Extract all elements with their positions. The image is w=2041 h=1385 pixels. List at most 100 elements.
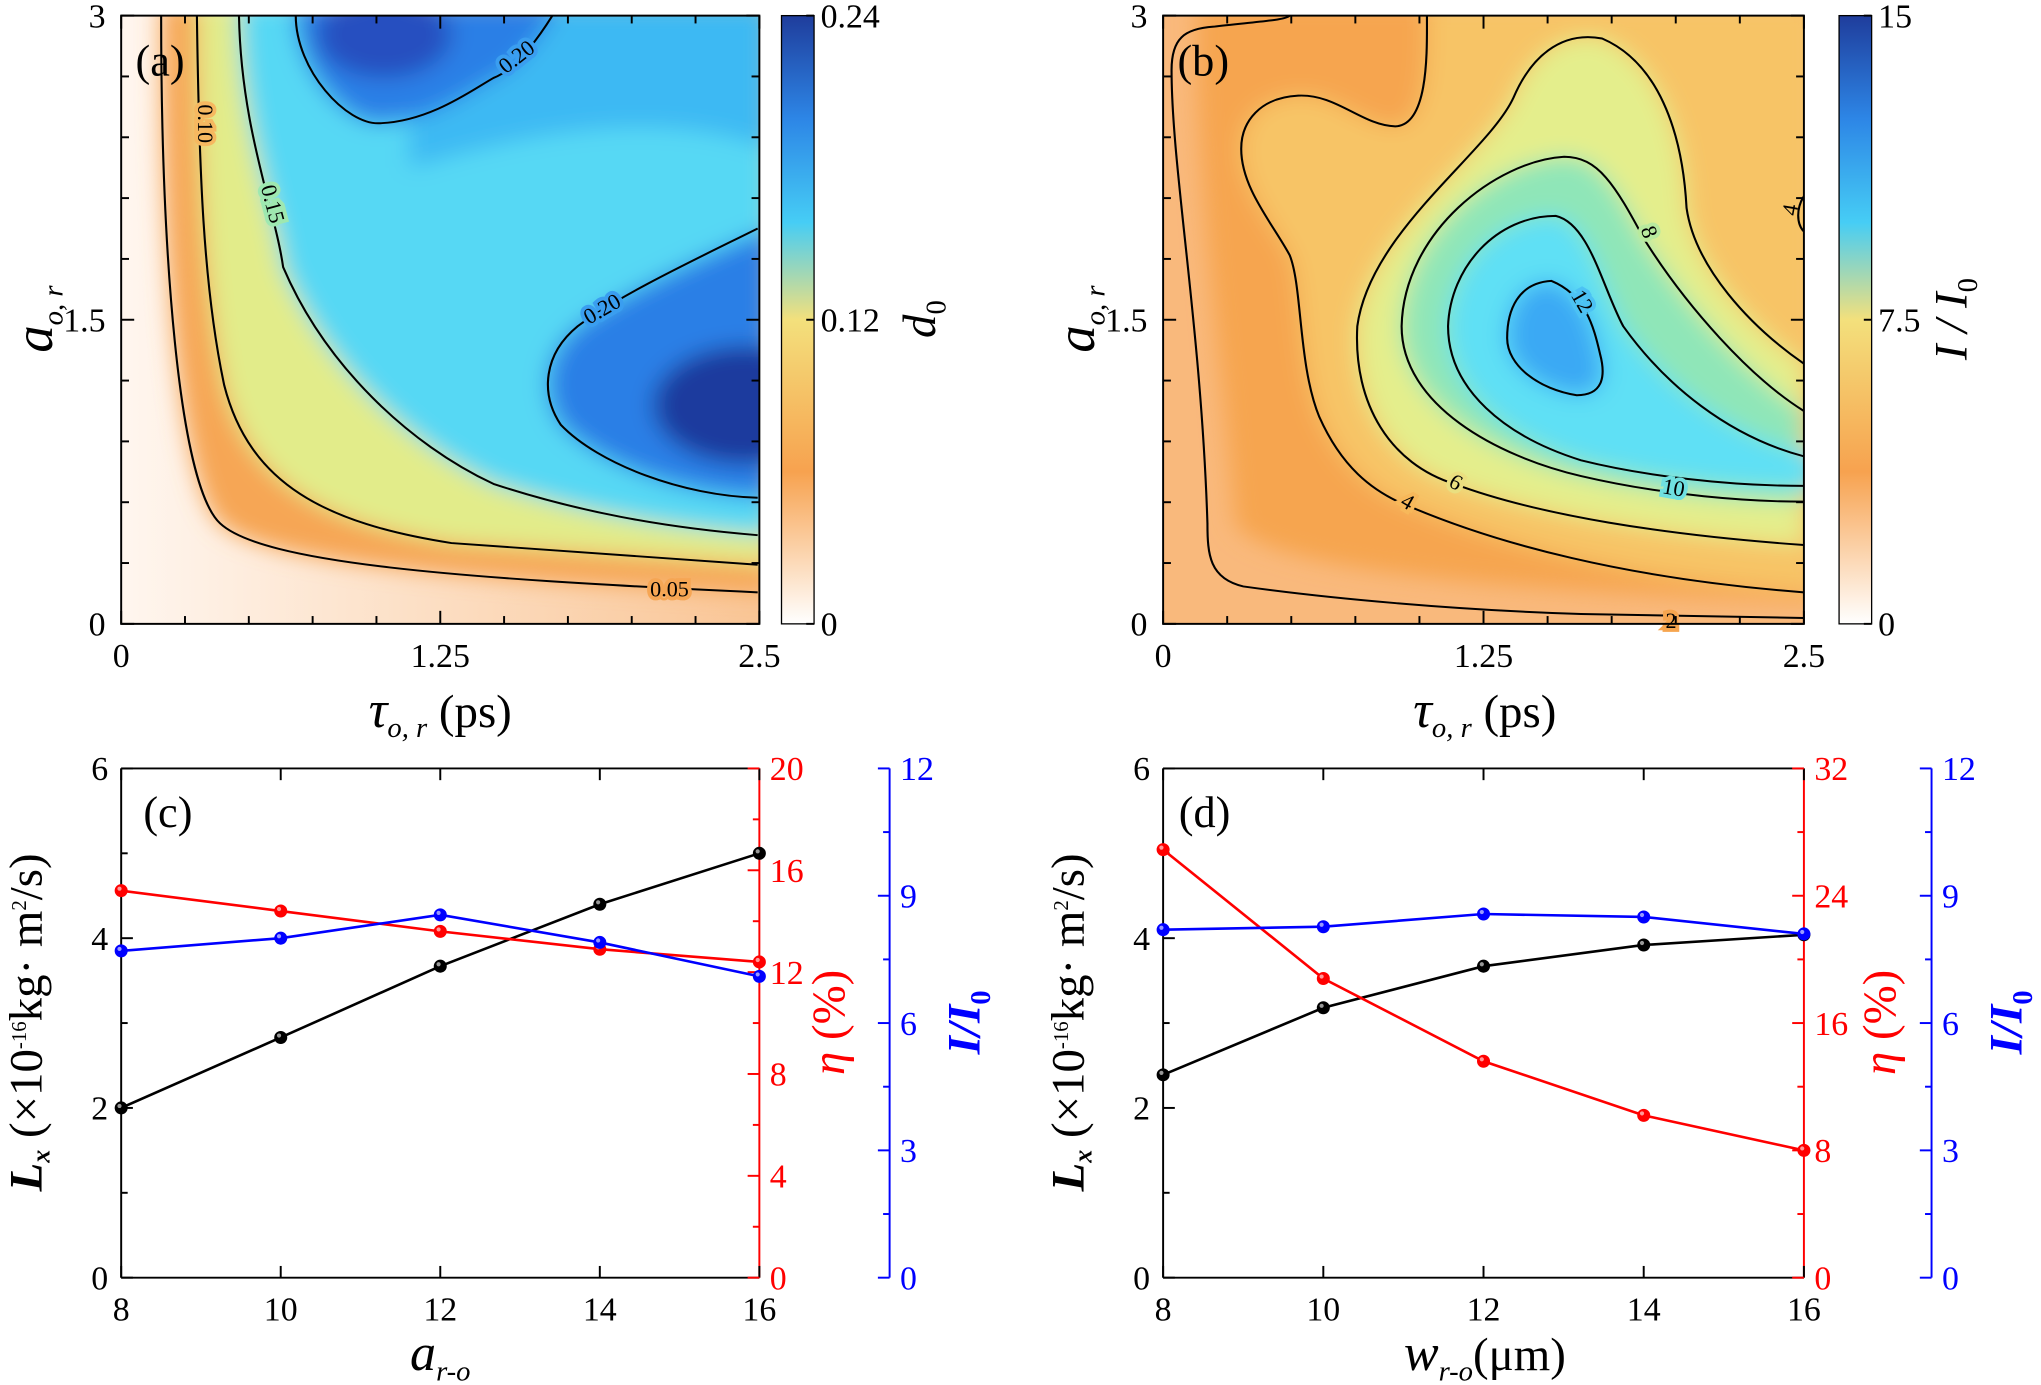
data-point-left xyxy=(114,1101,128,1115)
contour-label: 4 xyxy=(1777,202,1804,217)
data-point-right2 xyxy=(433,908,447,922)
y-right1-axis-label-d: η (%) xyxy=(1854,970,1906,1075)
contour-label: 0.05 xyxy=(650,577,689,602)
x-tick-label: 12 xyxy=(423,1292,457,1329)
data-point-left xyxy=(1637,938,1651,952)
data-point-highlight xyxy=(1319,974,1324,979)
contour-lines-b xyxy=(1170,15,1804,619)
data-point-right1 xyxy=(1477,1054,1491,1068)
panel-label-b: (b) xyxy=(1177,37,1229,86)
data-point-highlight xyxy=(1159,925,1164,930)
data-point-left xyxy=(274,1030,288,1044)
y-left-tick-label: 2 xyxy=(1133,1091,1150,1128)
data-point-highlight xyxy=(276,906,282,912)
y-tick-label: 3 xyxy=(1131,0,1148,35)
x-tick-label: 14 xyxy=(583,1292,617,1329)
data-point-highlight xyxy=(755,849,760,854)
x-tick-label: 14 xyxy=(1627,1292,1661,1329)
data-point-highlight xyxy=(1639,912,1645,918)
y-right2-tick-label: 6 xyxy=(900,1006,917,1043)
contour-label: 0.10 xyxy=(193,104,218,143)
data-point-right2 xyxy=(1156,923,1170,937)
x-tick-label: 2.5 xyxy=(1783,638,1825,675)
data-point-highlight xyxy=(755,957,760,963)
data-point-right2 xyxy=(593,935,607,949)
data-point-left xyxy=(1477,959,1491,973)
y-right1-tick-label: 8 xyxy=(1814,1133,1831,1170)
colorbar-label-b: I / I0 xyxy=(1926,278,1984,361)
y-right1-tick-label: 12 xyxy=(770,955,804,992)
x-axis-label-c: ar-o xyxy=(410,1325,470,1385)
data-point-highlight xyxy=(436,927,441,932)
y-right1-tick-label: 24 xyxy=(1814,878,1848,915)
x-tick-label: 0 xyxy=(1155,638,1172,675)
data-point-highlight xyxy=(1479,962,1484,967)
data-point-highlight xyxy=(276,1033,282,1038)
panel-label-d: (d) xyxy=(1179,788,1231,837)
y-right2-axis-label-c: I/I0 xyxy=(938,990,996,1055)
data-point-highlight xyxy=(1159,1070,1164,1075)
y-left-tick-label: 6 xyxy=(1133,751,1150,788)
data-point-right2 xyxy=(114,944,128,958)
contour-label: 2 xyxy=(1666,608,1677,633)
data-point-right1 xyxy=(1156,843,1170,857)
data-point-highlight xyxy=(1319,922,1324,927)
data-point-highlight xyxy=(1479,1057,1484,1062)
data-point-highlight xyxy=(1159,845,1164,850)
plot-frame-a xyxy=(120,14,761,625)
data-point-right2 xyxy=(1797,927,1811,941)
data-point-highlight xyxy=(755,972,760,977)
y-tick-label: 1.5 xyxy=(1105,302,1147,339)
data-point-highlight xyxy=(1639,1111,1645,1116)
y-left-tick-label: 2 xyxy=(91,1091,108,1128)
y-tick-label: 3 xyxy=(89,0,106,35)
data-point-left xyxy=(593,897,607,911)
colorbar-tick-label: 0 xyxy=(821,607,838,644)
data-point-right2 xyxy=(274,931,288,945)
y-right2-tick-label: 9 xyxy=(1942,878,1959,915)
y-right1-tick-label: 0 xyxy=(1814,1260,1831,1297)
y-tick-label: 0 xyxy=(89,607,106,644)
panel-a-heatmap: 0.05 0.10 0.15 0.20 0.20 0 1.25 2.501.53 (… xyxy=(3,0,952,744)
colorbar-tick-label: 0 xyxy=(1878,607,1895,644)
plot-frame-b xyxy=(1162,14,1805,625)
x-tick-label: 1.25 xyxy=(1454,638,1513,675)
y-axis-label-b: ao, r xyxy=(1045,285,1111,353)
data-point-right1 xyxy=(274,904,288,918)
colorbar-label-a: d0 xyxy=(894,300,952,338)
x-tick-label: 16 xyxy=(742,1292,776,1329)
data-point-highlight xyxy=(436,910,441,915)
y-right1-axis-label-c: η (%) xyxy=(803,970,855,1075)
x-axis-label-a: τo, r (ps) xyxy=(369,682,512,744)
y-right2-tick-label: 12 xyxy=(900,751,934,788)
series-line-right1 xyxy=(1162,848,1805,1152)
data-point-highlight xyxy=(1800,929,1805,935)
data-point-left xyxy=(752,846,766,860)
data-point-right1 xyxy=(114,884,128,898)
data-point-left xyxy=(1316,1001,1330,1015)
y-left-axis-label-c: Lx (×10-16kg· m2/s) xyxy=(1,853,56,1192)
colorbar-tick-label: 0.12 xyxy=(821,302,880,339)
data-point-left xyxy=(433,959,447,973)
panel-b-heatmap: 2 4 6 8 10 12 4 0 1.25 2.501.53 (b) 07.515… xyxy=(1045,0,1984,744)
data-point-right1 xyxy=(1316,971,1330,986)
data-point-highlight xyxy=(1479,909,1484,915)
x-tick-label: 16 xyxy=(1787,1292,1821,1329)
data-point-left xyxy=(1156,1068,1170,1082)
x-tick-label: 2.5 xyxy=(738,638,780,675)
y-right2-tick-label: 0 xyxy=(900,1260,917,1297)
data-point-highlight xyxy=(117,946,122,952)
y-right1-tick-label: 20 xyxy=(770,751,804,788)
data-point-right2 xyxy=(1477,907,1491,921)
y-right2-tick-label: 12 xyxy=(1942,751,1976,788)
x-axis-label-b: τo, r (ps) xyxy=(1413,682,1556,744)
y-right1-tick-label: 16 xyxy=(1814,1006,1848,1043)
heatmap-a-field xyxy=(121,15,760,624)
y-left-tick-label: 0 xyxy=(1133,1260,1150,1297)
y-left-tick-label: 4 xyxy=(91,921,108,958)
y-right2-tick-label: 6 xyxy=(1942,1006,1959,1043)
x-tick-label: 8 xyxy=(113,1292,130,1329)
y-tick-label: 0 xyxy=(1131,607,1148,644)
